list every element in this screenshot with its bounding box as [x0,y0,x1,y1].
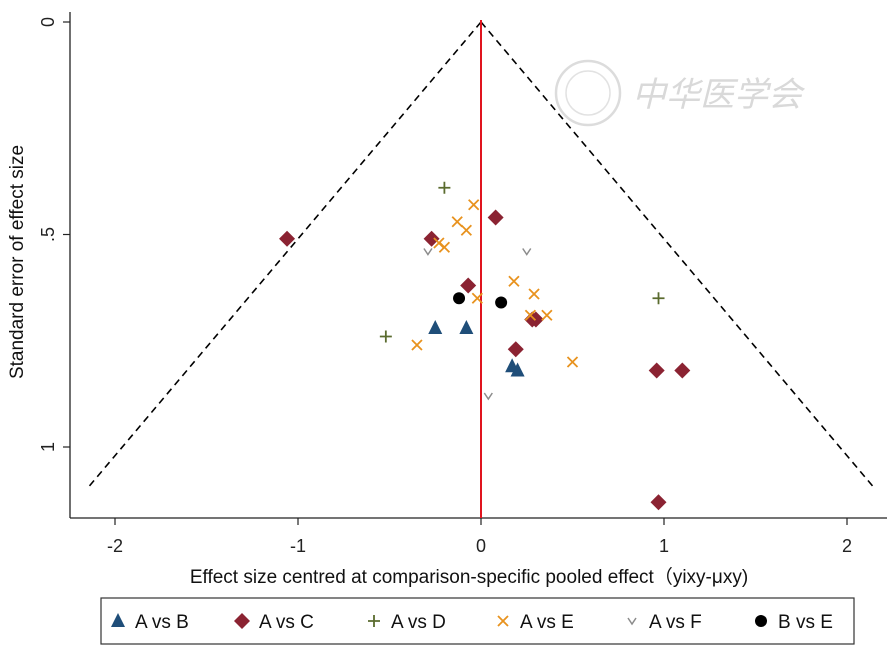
plot-frame [69,12,887,519]
point-b-vs-e [453,292,466,305]
legend: A vs B A vs C A vs D A vs E A vs F B vs E [100,597,855,645]
y-tick-label: 0 [38,17,58,27]
legend-label-a-vs-d: A vs D [391,612,446,633]
point-a-vs-c [487,209,504,226]
legend-label-a-vs-c: A vs C [259,612,314,633]
x-tick-label: 1 [659,536,669,556]
point-a-vs-e [524,309,537,321]
x-tick-label: 2 [842,536,852,556]
watermark-seal-inner [565,70,611,116]
point-a-vs-b [510,362,525,377]
point-a-vs-b [428,320,443,334]
point-a-vs-c [650,494,667,511]
point-a-vs-c [279,230,296,247]
legend-marker-b-vs-e [755,615,767,627]
x-tick-label: -1 [290,536,306,556]
legend-marker-a-vs-e [497,615,509,627]
funnel-left-limit [85,21,482,491]
point-a-vs-e [508,275,520,287]
legend-label-a-vs-b: A vs B [135,612,189,633]
point-a-vs-d [652,292,665,305]
point-a-vs-e [566,356,579,368]
watermark-seal-icon [554,59,622,127]
legend-marker-a-vs-d [368,615,380,627]
x-tick-label: 0 [476,536,486,556]
point-a-vs-c [423,230,440,247]
watermark-text: 中华医学会 [632,75,806,115]
point-a-vs-e [460,224,472,236]
point-a-vs-e [438,241,451,253]
point-a-vs-c [507,341,524,358]
point-a-vs-e [411,339,423,351]
point-b-vs-e [495,296,508,309]
point-a-vs-e [451,216,463,228]
point-a-vs-c [460,277,477,294]
legend-label-b-vs-e: B vs E [778,612,833,633]
legend-marker-a-vs-f [627,617,637,626]
point-a-vs-f [423,248,433,256]
legend-label-a-vs-e: A vs E [520,612,574,633]
point-a-vs-e [468,199,480,211]
point-a-vs-e [471,292,483,304]
funnel-right-limit [480,21,877,491]
funnel-lines [85,21,877,491]
point-a-vs-d [379,330,392,343]
legend-label-a-vs-f: A vs F [649,612,702,633]
data-points [279,181,691,511]
legend-marker-a-vs-b [111,613,125,627]
legend-marker-a-vs-c [234,613,250,629]
point-a-vs-e [528,288,540,300]
axis-ticks: -2 -1 0 1 2 0 .5 1 [38,17,852,556]
y-tick-label: .5 [38,227,58,242]
point-a-vs-f [522,248,532,256]
point-a-vs-e [541,309,553,321]
point-a-vs-c [648,362,665,379]
x-axis-title: Effect size centred at comparison-specif… [190,566,748,588]
point-a-vs-c [674,362,691,379]
point-a-vs-f [483,392,493,401]
x-tick-label: -2 [107,536,123,556]
point-a-vs-d [438,181,451,194]
y-tick-label: 1 [38,442,58,452]
watermark-logo: 中华医学会 [554,59,806,127]
legend-box [100,597,855,645]
point-a-vs-b [459,320,474,334]
y-axis-title: Standard error of effect size [7,145,28,379]
